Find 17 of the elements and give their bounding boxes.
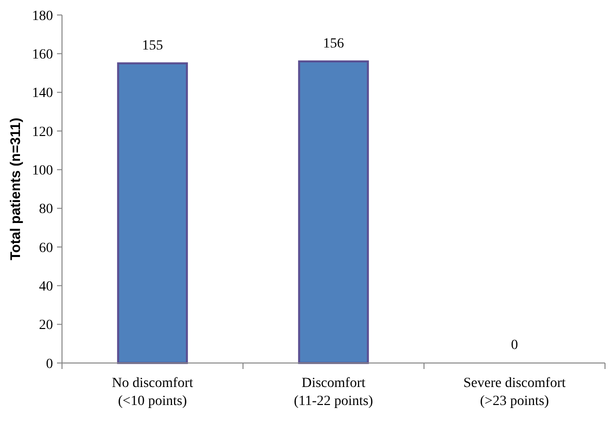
y-tick-label: 180	[32, 8, 53, 24]
y-tick-label: 160	[32, 48, 53, 63]
x-tick-label: No discomfort (<10 points)	[112, 376, 194, 409]
y-tick-label: 80	[39, 202, 53, 218]
y-tick-label: 0	[46, 356, 53, 372]
y-tick-label: 100	[32, 164, 53, 179]
y-tick-label: 60	[39, 240, 53, 256]
y-axis-title: Total patients (n=311)	[7, 118, 23, 260]
data-label: 155	[142, 38, 163, 54]
data-label: 156	[323, 36, 344, 52]
y-tick-label: 120	[32, 124, 53, 140]
y-tick-label: 20	[39, 318, 53, 334]
y-tick-label: 40	[39, 280, 53, 295]
data-label: 0	[511, 338, 518, 353]
x-tick-label: Severe discomfort (>23 points)	[463, 376, 566, 409]
y-tick-label: 140	[32, 86, 53, 102]
x-tick-label: Discomfort (11-22 points)	[294, 376, 374, 409]
